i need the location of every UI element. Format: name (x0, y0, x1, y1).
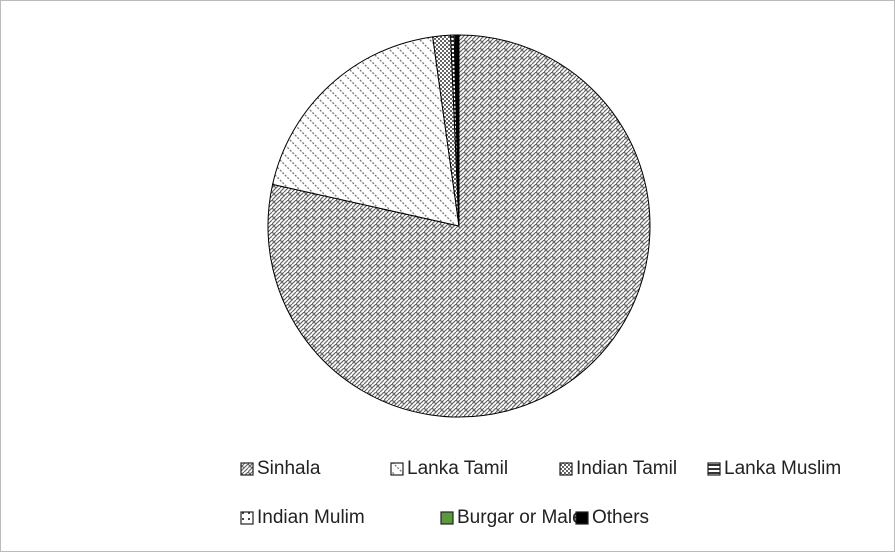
legend-swatch (240, 511, 254, 525)
legend-label: Lanka Tamil (407, 458, 508, 479)
legend-label: Lanka Muslim (724, 458, 841, 479)
legend-swatch (559, 462, 573, 476)
pie-slice (272, 36, 460, 227)
legend-swatch (575, 511, 589, 525)
legend-swatch (240, 462, 254, 476)
legend-swatch (440, 511, 454, 525)
legend-label: Burgar or Male (457, 507, 583, 528)
legend-label: Sinhala (257, 458, 321, 479)
legend-swatch (707, 462, 721, 476)
legend-label: Indian Mulim (257, 507, 365, 528)
legend-label: Others (592, 507, 649, 528)
legend-swatch (390, 462, 404, 476)
legend-label: Indian Tamil (576, 458, 677, 479)
pie-slice (456, 34, 460, 227)
